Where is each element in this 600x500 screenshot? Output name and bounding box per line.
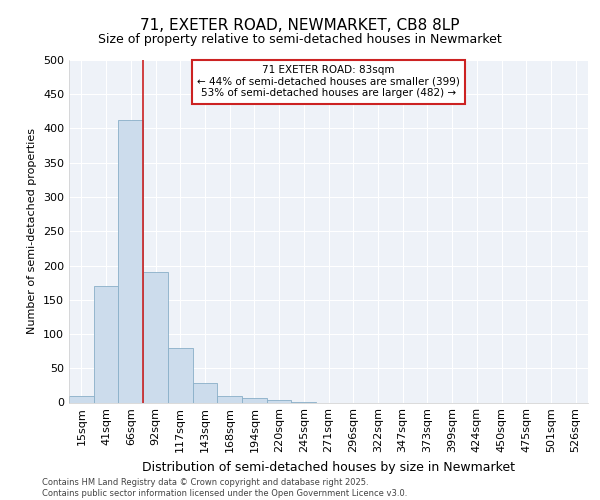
X-axis label: Distribution of semi-detached houses by size in Newmarket: Distribution of semi-detached houses by … — [142, 461, 515, 474]
Bar — [193, 384, 217, 402]
Text: Contains HM Land Registry data © Crown copyright and database right 2025.
Contai: Contains HM Land Registry data © Crown c… — [42, 478, 407, 498]
Text: Size of property relative to semi-detached houses in Newmarket: Size of property relative to semi-detach… — [98, 32, 502, 46]
Bar — [217, 396, 242, 402]
Bar — [143, 272, 168, 402]
Y-axis label: Number of semi-detached properties: Number of semi-detached properties — [28, 128, 37, 334]
Bar — [118, 120, 143, 403]
Bar — [94, 286, 118, 403]
Text: 71, EXETER ROAD, NEWMARKET, CB8 8LP: 71, EXETER ROAD, NEWMARKET, CB8 8LP — [140, 18, 460, 32]
Bar — [267, 400, 292, 402]
Text: 71 EXETER ROAD: 83sqm
← 44% of semi-detached houses are smaller (399)
53% of sem: 71 EXETER ROAD: 83sqm ← 44% of semi-deta… — [197, 65, 460, 98]
Bar — [69, 396, 94, 402]
Bar — [242, 398, 267, 402]
Bar — [168, 348, 193, 403]
